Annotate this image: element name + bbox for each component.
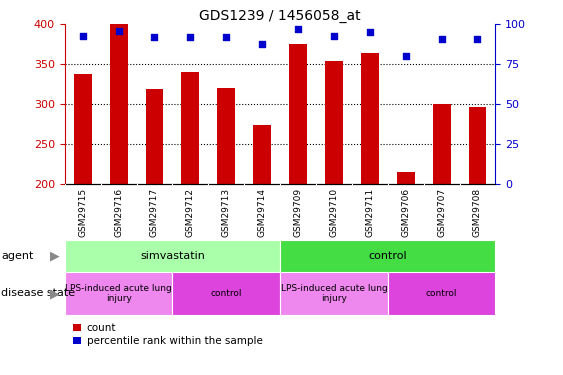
Bar — [65, 272, 172, 315]
Title: GDS1239 / 1456058_at: GDS1239 / 1456058_at — [199, 9, 361, 23]
Bar — [65, 240, 280, 272]
Point — [473, 36, 482, 42]
Bar — [361, 53, 379, 184]
Text: GSM29715: GSM29715 — [78, 188, 87, 237]
Bar — [280, 240, 495, 272]
Text: GSM29714: GSM29714 — [258, 188, 267, 237]
Bar — [110, 24, 128, 184]
Text: GSM29709: GSM29709 — [293, 188, 302, 237]
Bar — [280, 272, 388, 315]
Text: GSM29710: GSM29710 — [329, 188, 338, 237]
Text: ▶: ▶ — [50, 249, 59, 262]
Text: GSM29706: GSM29706 — [401, 188, 410, 237]
Point — [293, 26, 302, 32]
Text: control: control — [211, 289, 242, 298]
Text: GSM29712: GSM29712 — [186, 188, 195, 237]
Bar — [181, 72, 199, 184]
Bar — [172, 272, 280, 315]
Text: control: control — [368, 251, 407, 261]
Text: agent: agent — [1, 251, 34, 261]
Bar — [289, 44, 307, 184]
Point — [437, 36, 446, 42]
Point — [258, 40, 267, 46]
Text: disease state: disease state — [1, 288, 75, 298]
Bar — [145, 89, 163, 184]
Text: control: control — [426, 289, 457, 298]
Point — [150, 34, 159, 40]
Point — [186, 34, 195, 40]
Point — [222, 34, 231, 40]
Text: GSM29708: GSM29708 — [473, 188, 482, 237]
Bar — [388, 272, 495, 315]
Point — [401, 53, 410, 59]
Point — [329, 33, 338, 39]
Point — [78, 33, 87, 39]
Legend: count, percentile rank within the sample: count, percentile rank within the sample — [70, 320, 266, 350]
Text: GSM29713: GSM29713 — [222, 188, 231, 237]
Text: LPS-induced acute lung
injury: LPS-induced acute lung injury — [65, 284, 172, 303]
Bar — [325, 61, 343, 184]
Point — [365, 29, 374, 35]
Bar — [468, 107, 486, 184]
Text: GSM29717: GSM29717 — [150, 188, 159, 237]
Text: GSM29707: GSM29707 — [437, 188, 446, 237]
Text: simvastatin: simvastatin — [140, 251, 205, 261]
Text: ▶: ▶ — [50, 287, 59, 300]
Bar — [217, 88, 235, 184]
Text: GSM29716: GSM29716 — [114, 188, 123, 237]
Point — [114, 28, 123, 34]
Bar — [432, 104, 450, 184]
Text: LPS-induced acute lung
injury: LPS-induced acute lung injury — [280, 284, 387, 303]
Bar — [397, 172, 415, 184]
Bar — [253, 125, 271, 184]
Text: GSM29711: GSM29711 — [365, 188, 374, 237]
Bar — [74, 74, 92, 184]
